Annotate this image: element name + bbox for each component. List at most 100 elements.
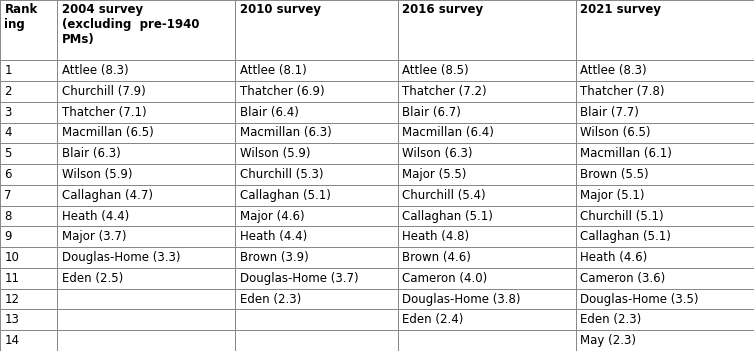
Bar [576,330,754,351]
Text: Major (3.7): Major (3.7) [62,230,126,243]
Text: Churchill (5.1): Churchill (5.1) [581,210,664,223]
Text: 13: 13 [5,313,20,326]
Bar [235,226,398,247]
Text: 3: 3 [5,106,12,119]
Bar [235,247,398,268]
Bar [235,143,398,164]
Text: Attlee (8.1): Attlee (8.1) [240,64,306,77]
Bar [398,226,576,247]
Bar [576,102,754,122]
Bar [0,143,57,164]
Text: Major (5.1): Major (5.1) [581,189,645,202]
Text: Brown (5.5): Brown (5.5) [581,168,649,181]
Text: Eden (2.4): Eden (2.4) [403,313,464,326]
Text: Blair (6.3): Blair (6.3) [62,147,121,160]
Bar [0,247,57,268]
Bar [0,310,57,330]
Bar [576,289,754,310]
Text: Thatcher (7.8): Thatcher (7.8) [581,85,665,98]
Bar [235,206,398,226]
Bar [235,330,398,351]
Bar [57,122,235,143]
Text: 14: 14 [5,334,20,347]
Text: Heath (4.4): Heath (4.4) [240,230,307,243]
Text: Attlee (8.5): Attlee (8.5) [403,64,469,77]
Text: 5: 5 [5,147,12,160]
Bar [235,310,398,330]
Bar [235,60,398,81]
Text: 2021 survey: 2021 survey [581,3,661,16]
Text: 2010 survey: 2010 survey [240,3,320,16]
Text: Blair (6.7): Blair (6.7) [403,106,461,119]
Text: 8: 8 [5,210,12,223]
Bar [0,289,57,310]
Bar [0,0,57,60]
Bar [398,143,576,164]
Bar [235,185,398,206]
Bar [57,247,235,268]
Bar [57,0,235,60]
Text: Blair (6.4): Blair (6.4) [240,106,299,119]
Text: Callaghan (4.7): Callaghan (4.7) [62,189,152,202]
Bar [398,185,576,206]
Bar [576,60,754,81]
Text: Heath (4.4): Heath (4.4) [62,210,129,223]
Text: Thatcher (6.9): Thatcher (6.9) [240,85,324,98]
Bar [576,185,754,206]
Text: Douglas-Home (3.5): Douglas-Home (3.5) [581,293,699,306]
Text: 2016 survey: 2016 survey [403,3,483,16]
Bar [235,268,398,289]
Bar [57,310,235,330]
Text: Wilson (5.9): Wilson (5.9) [240,147,310,160]
Bar [576,206,754,226]
Bar [398,60,576,81]
Text: Macmillan (6.3): Macmillan (6.3) [240,126,331,139]
Text: 7: 7 [5,189,12,202]
Text: 10: 10 [5,251,20,264]
Bar [57,81,235,102]
Bar [576,164,754,185]
Text: Wilson (6.3): Wilson (6.3) [403,147,473,160]
Text: Brown (3.9): Brown (3.9) [240,251,308,264]
Bar [57,185,235,206]
Bar [0,122,57,143]
Bar [0,185,57,206]
Text: Thatcher (7.1): Thatcher (7.1) [62,106,146,119]
Text: 11: 11 [5,272,20,285]
Bar [0,206,57,226]
Bar [235,81,398,102]
Text: Brown (4.6): Brown (4.6) [403,251,471,264]
Text: Heath (4.6): Heath (4.6) [581,251,648,264]
Bar [57,164,235,185]
Text: Wilson (5.9): Wilson (5.9) [62,168,132,181]
Bar [576,226,754,247]
Bar [398,164,576,185]
Text: Douglas-Home (3.7): Douglas-Home (3.7) [240,272,358,285]
Text: Callaghan (5.1): Callaghan (5.1) [581,230,671,243]
Bar [398,310,576,330]
Text: 4: 4 [5,126,12,139]
Text: Douglas-Home (3.8): Douglas-Home (3.8) [403,293,521,306]
Text: Eden (2.3): Eden (2.3) [240,293,301,306]
Bar [57,206,235,226]
Bar [235,164,398,185]
Text: 2: 2 [5,85,12,98]
Bar [398,289,576,310]
Text: Churchill (7.9): Churchill (7.9) [62,85,146,98]
Text: 2004 survey
(excluding  pre-1940
PMs): 2004 survey (excluding pre-1940 PMs) [62,3,199,46]
Bar [57,289,235,310]
Bar [398,0,576,60]
Text: Callaghan (5.1): Callaghan (5.1) [403,210,493,223]
Text: Major (4.6): Major (4.6) [240,210,304,223]
Text: Cameron (3.6): Cameron (3.6) [581,272,666,285]
Text: Blair (7.7): Blair (7.7) [581,106,639,119]
Text: Cameron (4.0): Cameron (4.0) [403,272,488,285]
Bar [398,268,576,289]
Text: May (2.3): May (2.3) [581,334,636,347]
Text: Eden (2.5): Eden (2.5) [62,272,123,285]
Text: Churchill (5.4): Churchill (5.4) [403,189,486,202]
Bar [398,330,576,351]
Bar [576,310,754,330]
Text: Macmillan (6.1): Macmillan (6.1) [581,147,673,160]
Bar [398,206,576,226]
